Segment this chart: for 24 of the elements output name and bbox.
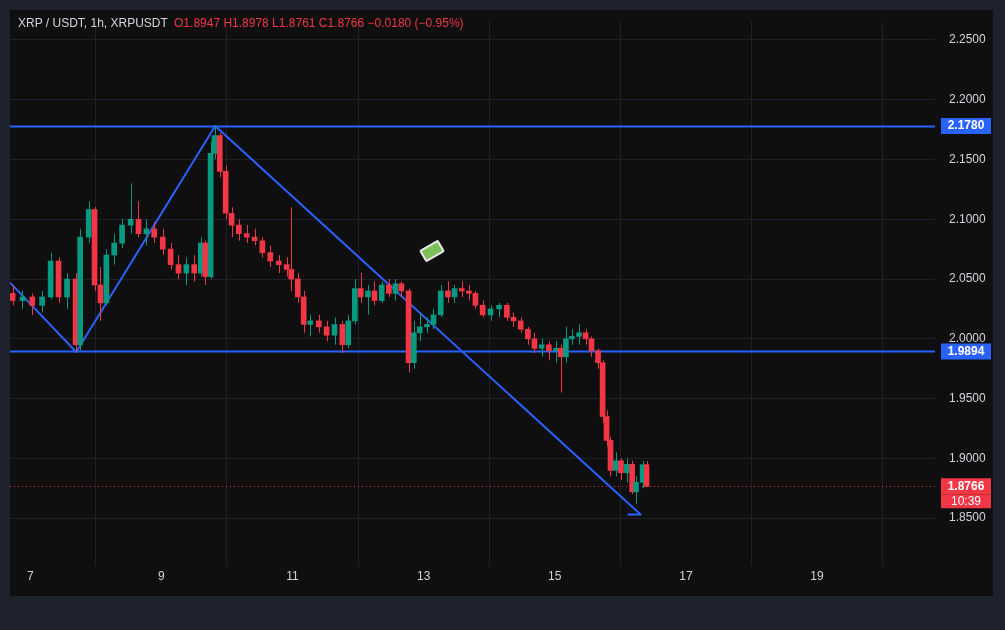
x-tick-label: 9 <box>158 568 166 583</box>
x-tick-label: 13 <box>416 568 431 583</box>
y-tick-label: 1.9000 <box>949 450 987 465</box>
ref-line-label: 2.1780 <box>947 118 985 133</box>
ref-line-label: 1.9894 <box>947 343 985 358</box>
y-tick-label: 2.1500 <box>949 151 987 166</box>
candlestick <box>618 457 624 481</box>
y-tick-label: 2.2000 <box>949 91 987 106</box>
candlestick <box>546 340 552 361</box>
y-tick-label: 1.8500 <box>949 510 987 525</box>
chart-title: XRP / USDT, 1h, XRPUSDT <box>18 16 169 31</box>
y-tick-label: 2.2500 <box>949 32 987 47</box>
x-tick-label: 11 <box>286 568 300 583</box>
y-tick-label: 2.1000 <box>949 211 987 226</box>
ref-line-label: 1.8766 <box>947 478 985 493</box>
x-tick-label: 7 <box>26 568 34 583</box>
y-tick-label: 1.9500 <box>949 390 987 405</box>
y-tick-label: 2.0500 <box>949 271 987 286</box>
y-tick-label: 2.0000 <box>949 331 987 346</box>
chart-subtitle: O1.8947 H1.8978 L1.8761 C1.8766 −0.0180 (−0.95%) <box>174 16 464 31</box>
x-tick-label: 17 <box>679 568 693 583</box>
x-tick-label: 19 <box>810 568 824 583</box>
x-tick-label: 15 <box>548 568 562 583</box>
text: 10:39 <box>950 493 982 508</box>
